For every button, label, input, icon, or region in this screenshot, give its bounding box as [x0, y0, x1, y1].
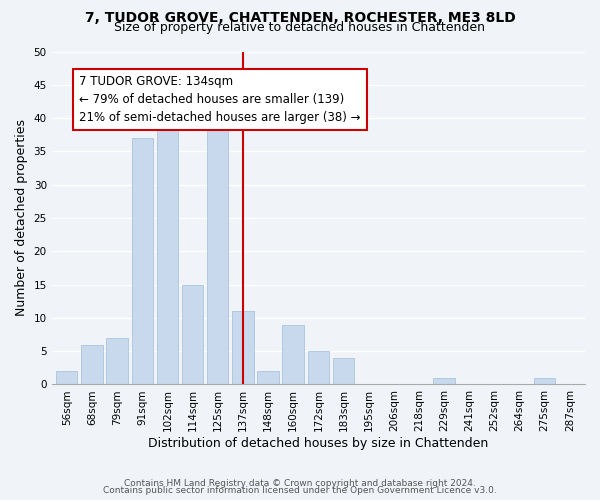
Text: 7, TUDOR GROVE, CHATTENDEN, ROCHESTER, ME3 8LD: 7, TUDOR GROVE, CHATTENDEN, ROCHESTER, M… — [85, 11, 515, 25]
X-axis label: Distribution of detached houses by size in Chattenden: Distribution of detached houses by size … — [148, 437, 488, 450]
Bar — [534, 378, 556, 384]
Bar — [81, 344, 103, 385]
Text: Contains public sector information licensed under the Open Government Licence v3: Contains public sector information licen… — [103, 486, 497, 495]
Text: 7 TUDOR GROVE: 134sqm
← 79% of detached houses are smaller (139)
21% of semi-det: 7 TUDOR GROVE: 134sqm ← 79% of detached … — [79, 75, 361, 124]
Bar — [131, 138, 153, 384]
Bar — [308, 351, 329, 384]
Bar — [333, 358, 354, 384]
Bar — [232, 311, 254, 384]
Text: Contains HM Land Registry data © Crown copyright and database right 2024.: Contains HM Land Registry data © Crown c… — [124, 478, 476, 488]
Bar — [106, 338, 128, 384]
Bar — [182, 284, 203, 384]
Bar — [207, 125, 229, 384]
Bar — [56, 371, 77, 384]
Bar — [257, 371, 279, 384]
Bar — [433, 378, 455, 384]
Y-axis label: Number of detached properties: Number of detached properties — [15, 120, 28, 316]
Bar — [157, 125, 178, 384]
Text: Size of property relative to detached houses in Chattenden: Size of property relative to detached ho… — [115, 22, 485, 35]
Bar — [283, 324, 304, 384]
